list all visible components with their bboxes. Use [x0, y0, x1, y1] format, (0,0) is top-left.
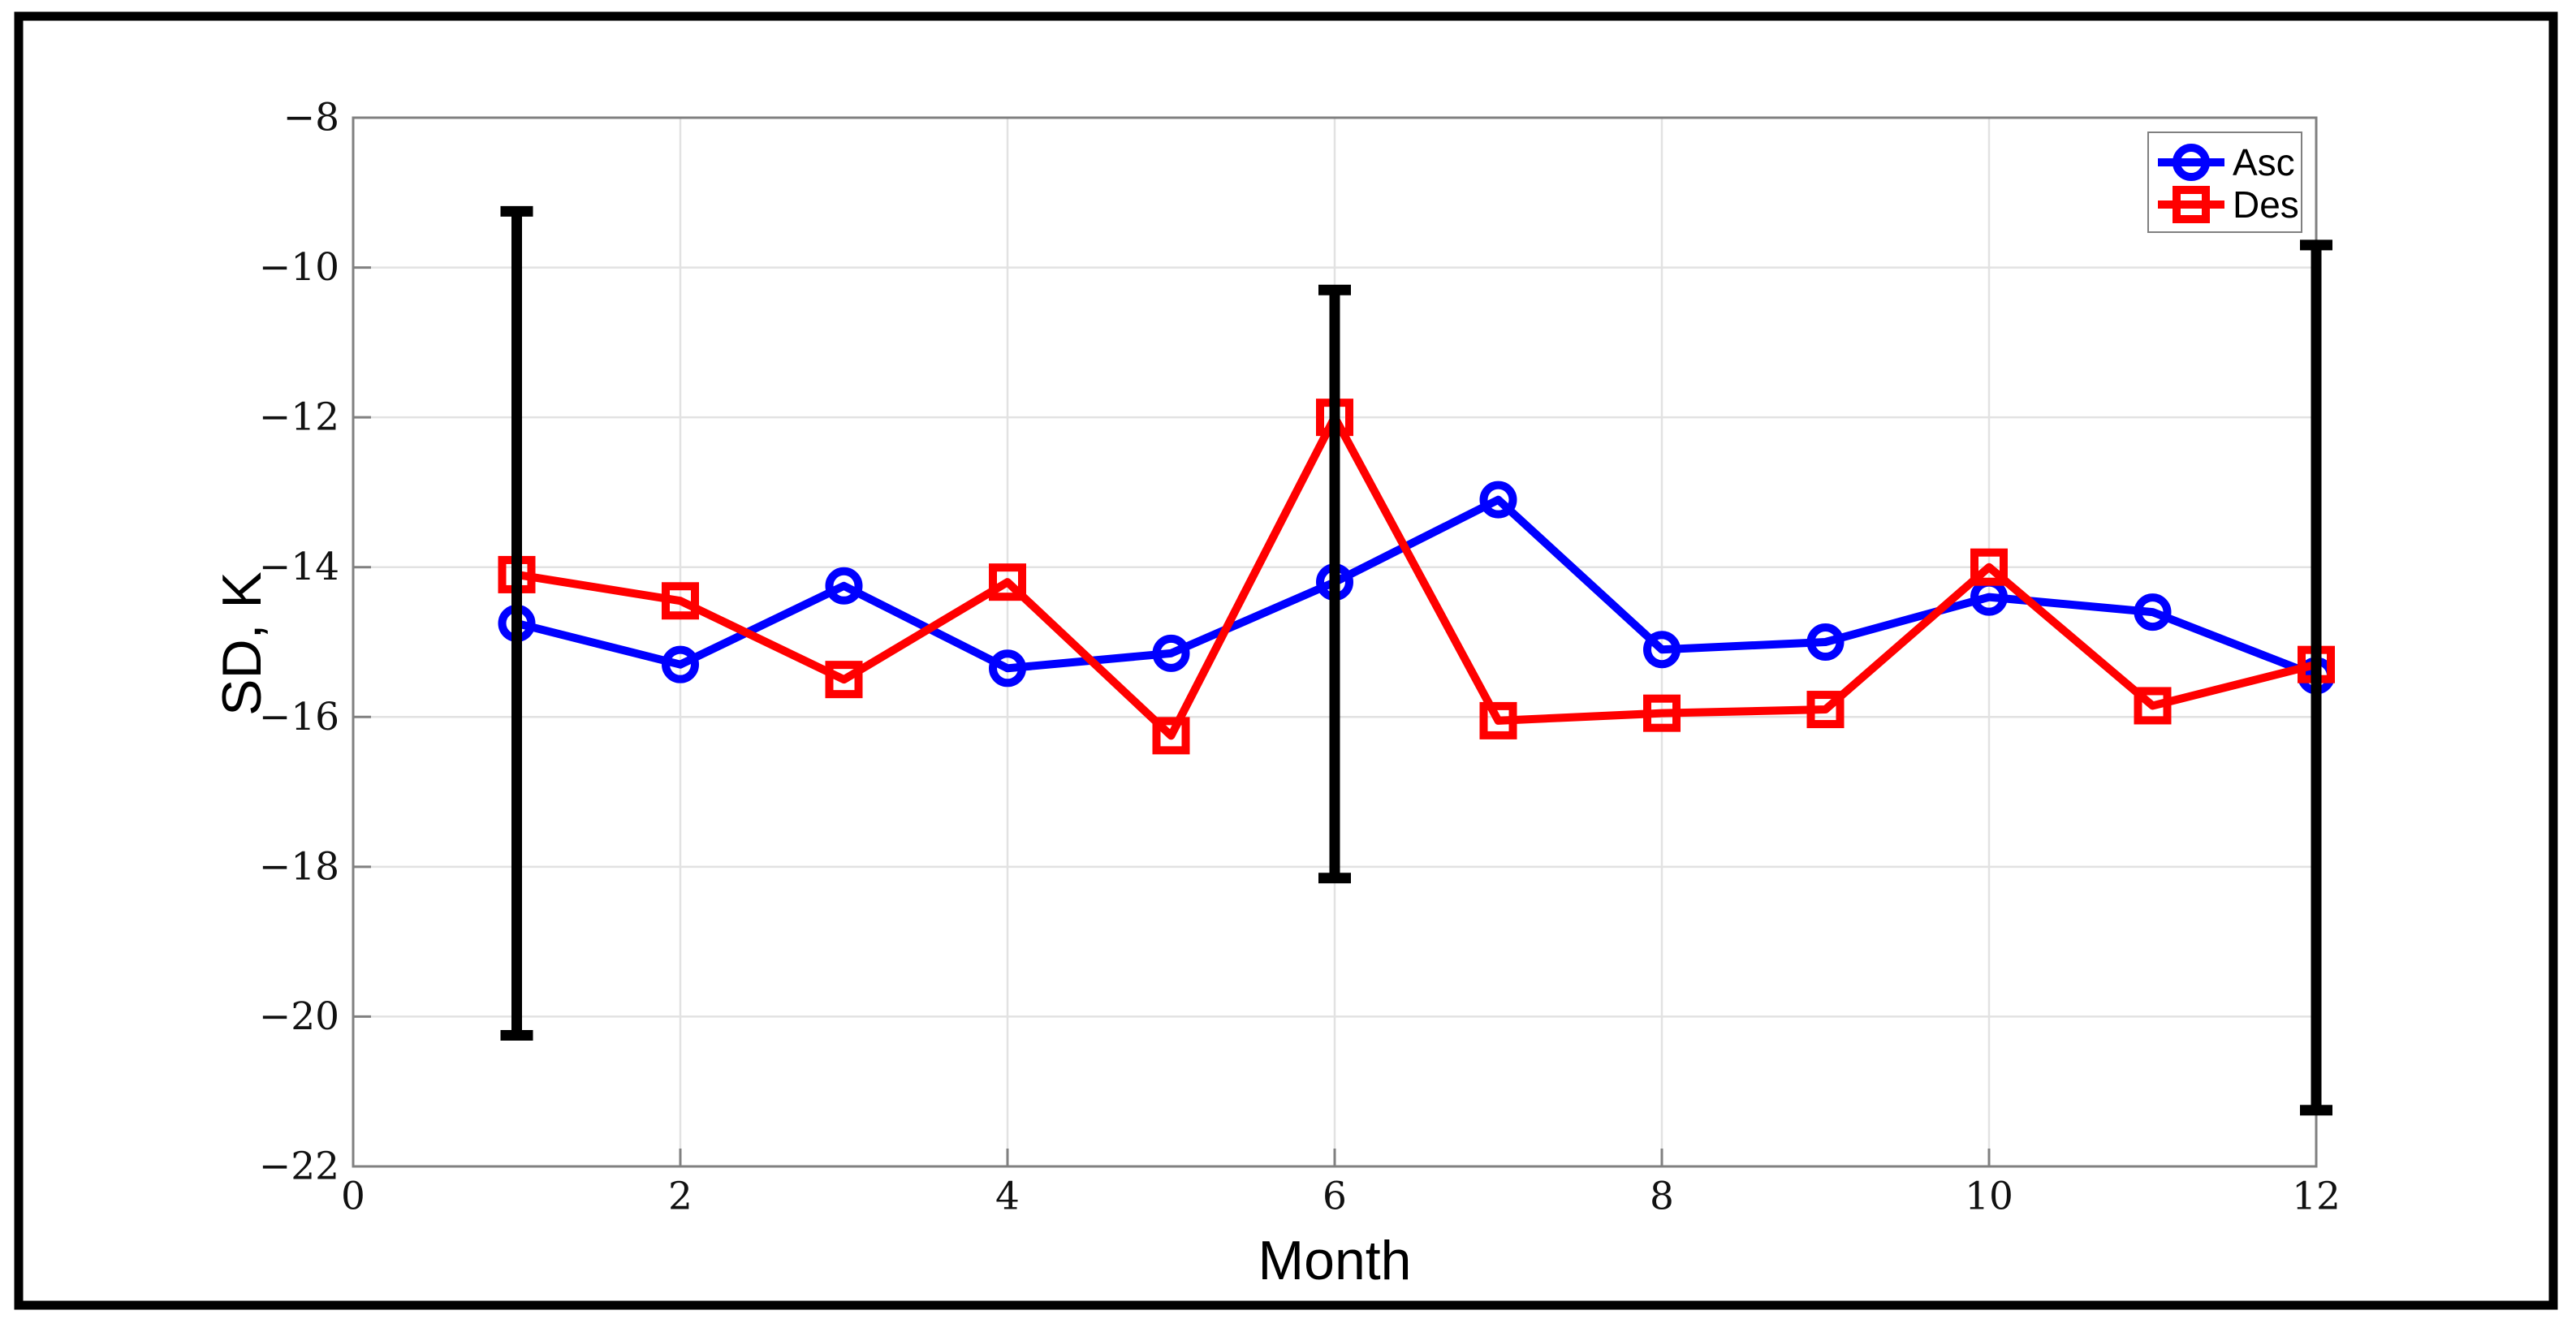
x-axis-label: Month [1258, 1230, 1412, 1291]
legend-entry-des: Des [2158, 183, 2299, 226]
series-asc [498, 481, 2335, 695]
x-tick-label: 0 [341, 1175, 365, 1219]
data-point-des-square [2134, 687, 2172, 725]
series-des [498, 399, 2335, 755]
legend-asc-label: Asc [2233, 141, 2295, 183]
series-asc-line [516, 495, 2318, 680]
axes: 0 2 4 6 8 10 12 −8 −10 −12 −14 −16 −18 −20 −22 [259, 96, 2341, 1219]
y-tick-label: −22 [259, 1144, 339, 1189]
legend-asc-circle-marker [2173, 144, 2210, 181]
y-axis-label: SD, K [211, 571, 273, 716]
data-point-des-square [1152, 717, 1190, 755]
x-tick-label: 6 [1323, 1175, 1347, 1219]
data-series [498, 399, 2335, 755]
data-point-des-square [1479, 701, 1517, 739]
data-point-asc-circle [1643, 631, 1681, 669]
y-tick-label: −14 [259, 545, 339, 589]
legend-entry-asc: Asc [2158, 141, 2295, 183]
x-tick-label: 2 [668, 1175, 693, 1219]
data-point-des-square [825, 661, 863, 699]
legend-des-square-marker [2173, 186, 2210, 223]
data-point-des-square [1970, 548, 2008, 586]
data-point-des-square [1806, 691, 1845, 729]
data-point-asc-circle [662, 645, 699, 683]
y-tick-label: −18 [259, 844, 339, 889]
data-point-asc-circle [1806, 623, 1845, 661]
error-bars [500, 205, 2332, 1116]
x-tick-label: 4 [995, 1175, 1020, 1219]
x-tick-label: 8 [1650, 1175, 1674, 1219]
y-tick-label: −20 [259, 994, 339, 1039]
data-point-asc-circle [825, 567, 863, 605]
error-bar [500, 205, 533, 1041]
y-tick-label: −12 [259, 395, 339, 440]
y-tick-label: −16 [259, 695, 339, 739]
error-bar [2300, 239, 2332, 1116]
figure-border [14, 11, 2558, 1310]
data-point-asc-circle [2134, 593, 2172, 632]
x-tick-label: 12 [2292, 1175, 2341, 1219]
error-bar [1318, 284, 1351, 884]
data-point-asc-circle [989, 649, 1026, 688]
data-point-asc-circle [1479, 481, 1517, 519]
data-point-asc-circle [1152, 634, 1190, 672]
y-tick-label: −8 [283, 96, 339, 140]
data-point-des-square [1643, 694, 1681, 732]
y-tick-label: −10 [259, 245, 339, 290]
series-des-line [516, 413, 2318, 740]
legend-des-label: Des [2233, 183, 2299, 226]
legend: Asc Des [2147, 131, 2302, 233]
data-point-des-square [662, 582, 699, 620]
data-point-des-square [989, 563, 1026, 601]
x-tick-label: 10 [1965, 1175, 2013, 1219]
